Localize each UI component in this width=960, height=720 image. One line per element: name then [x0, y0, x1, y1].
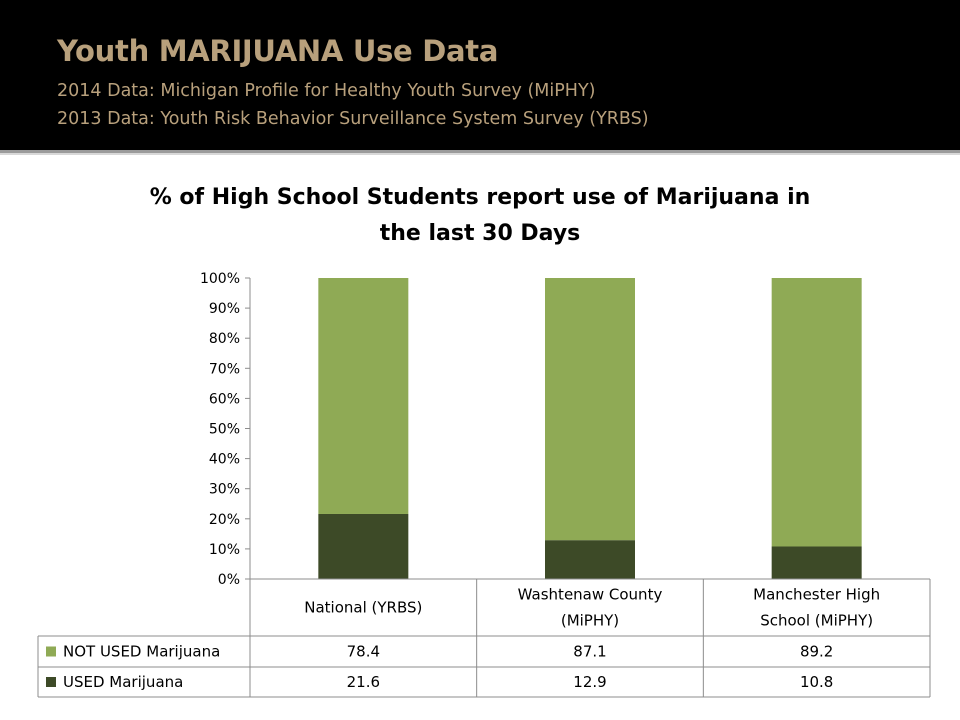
header-divider	[0, 150, 960, 153]
y-tick-label: 50%	[209, 422, 240, 438]
bar-not-used	[318, 278, 409, 514]
slide-title: Youth MARIJUANA Use Data	[57, 34, 499, 68]
slide-header: Youth MARIJUANA Use Data 2014 Data: Mich…	[0, 0, 960, 150]
bar-not-used	[771, 278, 862, 547]
y-tick-label: 100%	[200, 271, 240, 287]
category-label: Manchester High	[753, 586, 880, 604]
y-tick-label: 30%	[209, 482, 240, 498]
category-label: National (YRBS)	[304, 599, 422, 617]
data-table-value: 10.8	[800, 673, 833, 691]
y-tick-label: 0%	[218, 572, 240, 588]
category-label: (MiPHY)	[561, 612, 619, 630]
data-table-value: 78.4	[347, 643, 380, 661]
y-tick-label: 20%	[209, 512, 240, 528]
data-table-value: 21.6	[347, 673, 380, 691]
header-divider-shadow	[0, 153, 960, 155]
chart-title-line-1: % of High School Students report use of …	[149, 185, 811, 210]
y-tick-label: 40%	[209, 452, 240, 468]
legend-label-not-used: NOT USED Marijuana	[63, 643, 220, 661]
y-tick-label: 60%	[209, 391, 240, 407]
category-label: Washtenaw County	[518, 586, 663, 604]
bar-used	[771, 546, 862, 579]
y-tick-label: 90%	[209, 301, 240, 317]
y-tick-label: 70%	[209, 361, 240, 377]
chart-title: % of High School Students report use of …	[80, 180, 880, 252]
y-tick-label: 10%	[209, 542, 240, 558]
legend-swatch-not-used	[46, 646, 56, 657]
slide-subtitle-2013: 2013 Data: Youth Risk Behavior Surveilla…	[57, 109, 649, 129]
data-table-value: 12.9	[573, 673, 606, 691]
data-table-value: 87.1	[573, 643, 606, 661]
bar-not-used	[545, 278, 635, 541]
category-label: School (MiPHY)	[760, 612, 873, 630]
legend-swatch-used	[46, 677, 56, 687]
slide-subtitle-2014: 2014 Data: Michigan Profile for Healthy …	[57, 81, 596, 101]
y-tick-label: 80%	[209, 331, 240, 347]
chart-title-line-2: the last 30 Days	[379, 221, 581, 246]
bar-used	[318, 513, 409, 579]
data-table-value: 89.2	[800, 643, 833, 661]
legend-label-used: USED Marijuana	[63, 673, 183, 691]
bar-used	[545, 540, 635, 579]
